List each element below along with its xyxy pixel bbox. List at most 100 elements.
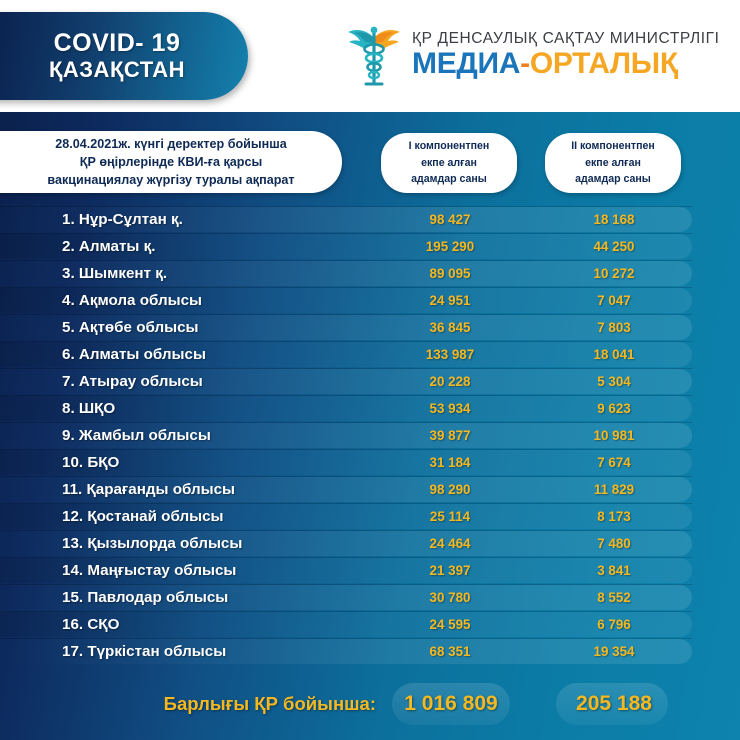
region-dose2-value: 44 250 (593, 239, 635, 254)
row-separator (0, 260, 692, 261)
row-background (0, 450, 692, 475)
total-row: Барлығы ҚР бойынша: 1 016 809 205 188 (0, 678, 740, 730)
region-name: 14. Маңғыстау облысы (62, 562, 237, 579)
row-background (0, 288, 692, 313)
region-table: 1. Нұр-Сұлтан қ. 98 427 18 168 2. Алматы қ.… (0, 206, 740, 665)
region-name: 17. Түркістан облысы (62, 643, 227, 660)
row-background (0, 261, 692, 286)
ministry-name: ҚР ДЕНСАУЛЫҚ САҚТАУ МИНИСТРЛІГІ (412, 29, 720, 47)
row-separator (0, 503, 692, 504)
region-dose2-value: 10 272 (593, 266, 635, 281)
region-name: 6. Алматы облысы (62, 346, 206, 363)
table-row: 3. Шымкент қ. 89 095 10 272 (0, 260, 740, 287)
row-background (0, 342, 692, 367)
column-header-dose1: I компонентпен екпе алған адамдар саны (381, 133, 517, 193)
row-background (0, 315, 692, 340)
column-header-dose1-line1: I компонентпен (408, 140, 490, 153)
total-label: Барлығы ҚР бойынша: (163, 693, 376, 714)
covid-title-line2: ҚАЗАҚСТАН (48, 57, 186, 83)
region-dose2-value: 7 480 (597, 536, 631, 551)
region-dose1-value: 98 290 (429, 482, 471, 497)
media-dash: - (520, 47, 530, 81)
region-name: 9. Жамбыл облысы (62, 427, 211, 444)
row-background (0, 504, 692, 529)
media-center-name: МЕДИА-ОРТАЛЫҚ (412, 49, 720, 79)
region-dose2-value: 11 829 (593, 482, 635, 497)
region-name: 15. Павлодар облысы (62, 589, 229, 606)
row-separator (0, 233, 692, 234)
row-background (0, 369, 692, 394)
row-background (0, 234, 692, 259)
table-row: 8. ШҚО 53 934 9 623 (0, 395, 740, 422)
region-dose1-value: 36 845 (429, 320, 471, 335)
row-background (0, 558, 692, 583)
region-name: 5. Ақтөбе облысы (62, 319, 199, 336)
region-dose2-value: 8 173 (597, 509, 631, 524)
column-header-dose2-line1: II компонентпен (571, 140, 655, 153)
caption-line2: ҚР өңірлерінде КВИ-ға қарсы (79, 154, 263, 169)
region-name: 10. БҚО (62, 454, 120, 471)
region-dose2-value: 7 803 (597, 320, 631, 335)
covid-title-line1: COVID- 19 (53, 29, 181, 58)
region-dose2-value: 7 674 (597, 455, 631, 470)
row-separator (0, 611, 692, 612)
ministry-logo: ҚР ДЕНСАУЛЫҚ САҚТАУ МИНИСТРЛІГІ МЕДИА-ОР… (345, 22, 720, 88)
total-value-dose1: 1 016 809 (404, 692, 498, 715)
region-dose2-value: 8 552 (597, 590, 631, 605)
region-dose2-value: 18 041 (593, 347, 635, 362)
table-row: 6. Алматы облысы 133 987 18 041 (0, 341, 740, 368)
column-header-dose2-line2: екпе алған (585, 156, 641, 169)
table-row: 13. Қызылорда облысы 24 464 7 480 (0, 530, 740, 557)
region-dose1-value: 30 780 (429, 590, 471, 605)
region-name: 8. ШҚО (62, 400, 116, 417)
region-dose1-value: 21 397 (429, 563, 471, 578)
row-separator (0, 638, 692, 639)
caption-line1: 28.04.2021ж. күнгі деректер бойынша (55, 136, 287, 151)
row-separator (0, 395, 692, 396)
region-dose1-value: 24 595 (429, 617, 471, 632)
region-name: 1. Нұр-Сұлтан қ. (62, 211, 183, 228)
region-dose2-value: 18 168 (593, 212, 635, 227)
region-dose2-value: 3 841 (597, 563, 631, 578)
row-separator (0, 206, 692, 207)
region-dose1-value: 31 184 (429, 455, 471, 470)
column-header-dose1-line2: екпе алған (421, 156, 477, 169)
column-header-dose2-line3: адамдар саны (575, 173, 651, 186)
region-name: 2. Алматы қ. (62, 238, 156, 255)
region-dose2-value: 7 047 (597, 293, 631, 308)
column-header-dose1-line3: адамдар саны (411, 173, 487, 186)
caduceus-icon (345, 22, 403, 88)
region-dose1-value: 24 951 (429, 293, 471, 308)
region-name: 4. Ақмола облысы (62, 292, 203, 309)
region-dose2-value: 9 623 (597, 401, 631, 416)
region-name: 16. СҚО (62, 616, 120, 633)
region-dose1-value: 53 934 (429, 401, 471, 416)
region-dose2-value: 6 796 (597, 617, 631, 632)
table-row: 4. Ақмола облысы 24 951 7 047 (0, 287, 740, 314)
row-separator (0, 584, 692, 585)
orталык-word: ОРТАЛЫҚ (529, 47, 678, 81)
region-dose1-value: 133 987 (425, 347, 475, 362)
table-row: 12. Қостанай облысы 25 114 8 173 (0, 503, 740, 530)
table-row: 9. Жамбыл облысы 39 877 10 981 (0, 422, 740, 449)
table-row: 2. Алматы қ. 195 290 44 250 (0, 233, 740, 260)
region-dose1-value: 89 095 (429, 266, 471, 281)
total-highlight-dose2 (556, 683, 668, 725)
caption-line3: вакцинациялау жүргізу туралы ақпарат (47, 173, 295, 188)
table-row: 15. Павлодар облысы 30 780 8 552 (0, 584, 740, 611)
region-name: 7. Атырау облысы (62, 373, 203, 390)
region-name: 12. Қостанай облысы (62, 508, 224, 525)
row-separator (0, 287, 692, 288)
region-name: 11. Қарағанды облысы (62, 481, 236, 498)
row-separator (0, 368, 692, 369)
row-background (0, 207, 692, 232)
row-background (0, 423, 692, 448)
table-row: 5. Ақтөбе облысы 36 845 7 803 (0, 314, 740, 341)
total-value-dose2: 205 188 (576, 692, 652, 715)
row-separator (0, 314, 692, 315)
table-row: 11. Қарағанды облысы 98 290 11 829 (0, 476, 740, 503)
region-dose1-value: 68 351 (429, 644, 471, 659)
region-dose1-value: 24 464 (429, 536, 471, 551)
row-separator (0, 341, 692, 342)
